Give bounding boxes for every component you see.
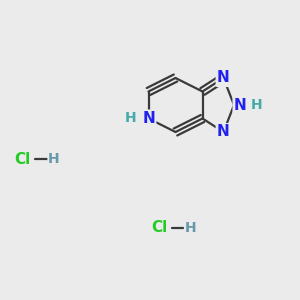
Text: N: N	[142, 111, 155, 126]
Text: Cl: Cl	[151, 220, 167, 236]
Text: H: H	[185, 221, 196, 235]
Text: H: H	[48, 152, 60, 166]
Text: H: H	[251, 98, 262, 112]
Text: Cl: Cl	[14, 152, 31, 166]
Text: N: N	[217, 70, 230, 86]
Text: N: N	[217, 124, 230, 140]
Text: N: N	[234, 98, 247, 112]
Text: H: H	[124, 112, 136, 125]
